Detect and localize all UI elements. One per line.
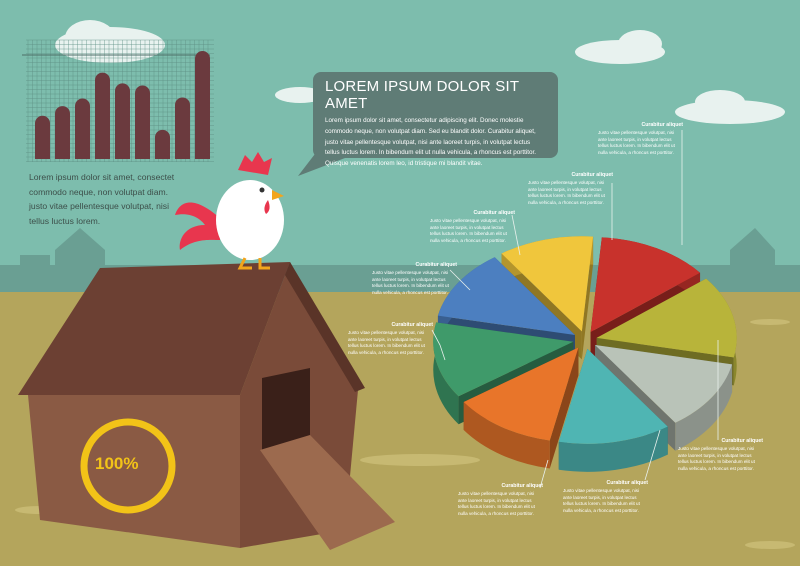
callout-7: Curabitur aliquet Justo vitae pellentesqu… (563, 480, 648, 515)
progress-label: 100% (95, 454, 139, 473)
callout-body: Justo vitae pellentesque volutpat, nisi … (458, 490, 535, 517)
callout-body: Justo vitae pellentesque volutpat, nisi … (430, 217, 507, 244)
callout-title: Curabitur aliquet (571, 172, 613, 178)
callout-6: Curabitur aliquet Justo vitae pellentesqu… (678, 438, 763, 473)
callout-body: Justo vitae pellentesque volutpat, nisi … (563, 487, 640, 514)
pie-slice (558, 348, 668, 444)
pie-slice-side (581, 236, 594, 360)
left-paragraph: Lorem ipsum dolor sit amet, consectet co… (29, 172, 175, 226)
bar (55, 106, 70, 159)
pie-slice (463, 347, 579, 441)
bar (155, 129, 170, 159)
ramp (260, 435, 395, 550)
pie-slice (595, 344, 733, 423)
callout-title: Curabitur aliquet (641, 122, 683, 128)
pie-slice-edge (675, 364, 733, 451)
pie-chart (433, 236, 737, 472)
callout-title: Curabitur aliquet (606, 480, 648, 486)
callout-body: Justo vitae pellentesque volutpat, nisi … (528, 179, 605, 206)
pie-slice-edge (433, 322, 459, 425)
headline-body: Lorem ipsum dolor sit amet, consectetur … (325, 117, 537, 168)
callout-body: Justo vitae pellentesque volutpat, nisi … (348, 329, 425, 356)
pie-slice (590, 237, 701, 333)
bar (195, 51, 210, 159)
callout-8: Curabitur aliquet Justo vitae pellentesqu… (458, 483, 543, 518)
callout-2: Curabitur aliquet Justo vitae pellentesqu… (528, 172, 613, 207)
pie-slice-edge (463, 402, 550, 469)
pie-slice (501, 236, 594, 332)
bar (95, 72, 110, 159)
callout-body: Justo vitae pellentesque volutpat, nisi … (678, 445, 755, 472)
bar (35, 115, 50, 159)
callout-title: Curabitur aliquet (721, 438, 763, 444)
callout-title: Curabitur aliquet (415, 262, 457, 268)
pie-slice-edge (558, 426, 668, 472)
callout-title: Curabitur aliquet (501, 483, 543, 489)
rooster (175, 152, 284, 270)
callout-3: Curabitur aliquet Justo vitae pellentesqu… (430, 210, 515, 245)
pie-slice (596, 278, 737, 358)
pie-slice (437, 257, 575, 336)
headline-bubble: LOREM IPSUM DOLOR SIT AMET Lorem ipsum d… (313, 72, 558, 167)
callout-1: Curabitur aliquet Justo vitae pellentesqu… (598, 122, 683, 157)
callout-body: Justo vitae pellentesque volutpat, nisi … (598, 129, 675, 156)
callout-title: Curabitur aliquet (391, 322, 433, 328)
callout-title: Curabitur aliquet (473, 210, 515, 216)
bar-chart (22, 39, 214, 162)
bar (115, 83, 130, 159)
bar (135, 85, 150, 159)
callout-5: Curabitur aliquet Justo vitae pellentesqu… (348, 322, 433, 357)
house-door (262, 368, 310, 450)
headline-title: LOREM IPSUM DOLOR SIT AMET (325, 78, 519, 112)
chicken-house (18, 262, 395, 550)
callout-leaders (431, 130, 719, 489)
callout-body: Justo vitae pellentesque volutpat, nisi … (372, 269, 449, 296)
pie-slice (433, 322, 574, 397)
callout-4: Curabitur aliquet Justo vitae pellentesqu… (372, 262, 457, 297)
bar (175, 97, 190, 159)
bar (75, 98, 90, 159)
progress-ring (80, 418, 176, 514)
clouds (55, 20, 785, 124)
